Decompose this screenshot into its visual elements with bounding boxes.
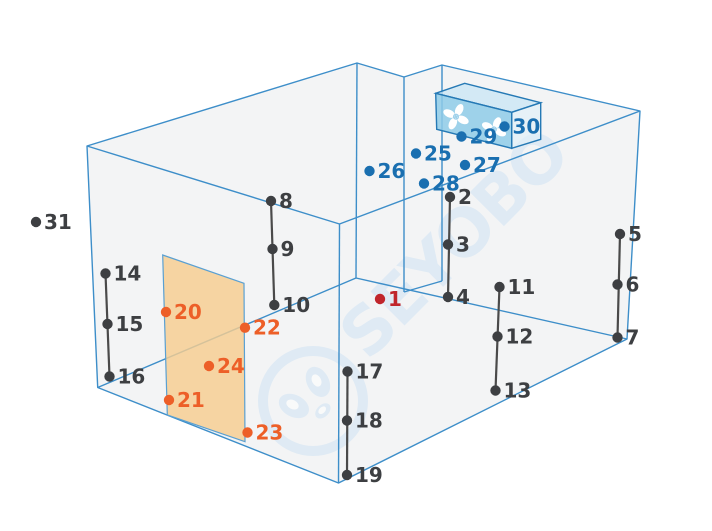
sensor-dot-31	[30, 216, 42, 228]
sensor-label-26: 26	[378, 159, 406, 183]
sensor-label-23: 23	[256, 421, 284, 445]
sensor-dot-17	[342, 366, 353, 377]
sensor-label-28: 28	[432, 172, 460, 196]
sensor-label-15: 15	[116, 312, 144, 336]
ceiling-near-left-edge	[86, 145, 340, 225]
sensor-dot-2	[444, 191, 456, 203]
sensor-label-12: 12	[506, 325, 534, 349]
fan-icon	[443, 104, 469, 130]
sensor-dot-30	[499, 121, 510, 132]
sensor-label-9: 9	[281, 237, 295, 261]
ceiling-near-right-edge	[339, 110, 641, 225]
sensor-dot-24	[203, 360, 215, 372]
room-wireframe	[86, 62, 641, 484]
sensor-dot-4	[442, 291, 454, 303]
sensor-label-10: 10	[282, 293, 310, 317]
sensor-dot-28	[418, 178, 430, 189]
sensor-label-18: 18	[355, 409, 383, 433]
sensor-dot-3	[442, 239, 454, 250]
room-back-corner-edge	[355, 62, 358, 279]
sensor-dot-13	[490, 385, 501, 396]
sensor-label-6: 6	[626, 273, 640, 297]
sensor-label-2: 2	[458, 185, 472, 209]
sensor-dot-27	[459, 159, 471, 171]
sensor-dot-8	[265, 195, 277, 207]
sensor-label-19: 19	[355, 463, 383, 487]
sensor-dot-7	[612, 332, 623, 343]
sensor-dot-23	[242, 427, 253, 438]
sensor-dot-21	[163, 394, 175, 406]
sensor-label-24: 24	[217, 354, 245, 378]
sensor-dot-19	[341, 469, 353, 481]
sensor-label-7: 7	[626, 326, 640, 350]
watermark-logo	[258, 346, 368, 456]
floor-back-right-edge	[355, 277, 628, 340]
sensor-label-4: 4	[456, 285, 470, 309]
sensor-label-29: 29	[470, 125, 498, 149]
fan-icon	[481, 117, 507, 142]
sensor-label-22: 22	[253, 316, 281, 340]
sensor-label-20: 20	[174, 300, 202, 324]
door-panel	[162, 254, 246, 443]
sensor-label-8: 8	[279, 189, 293, 213]
sensor-dot-1	[374, 293, 386, 305]
sensor-label-25: 25	[424, 142, 452, 166]
sensor-dot-29	[456, 131, 467, 142]
sensor-dot-25	[410, 148, 422, 159]
sensor-dot-14	[100, 268, 111, 279]
sensor-label-31: 31	[44, 210, 72, 234]
sensor-dot-16	[104, 371, 115, 382]
sensor-dot-10	[269, 299, 280, 311]
sensor-label-14: 14	[114, 262, 142, 286]
sensor-dot-9	[267, 243, 278, 255]
sensor-dot-6	[612, 279, 623, 290]
sensor-label-27: 27	[473, 153, 501, 177]
sensor-label-5: 5	[628, 222, 642, 246]
sensor-dot-11	[494, 281, 505, 293]
ac-unit	[433, 82, 544, 150]
sensor-label-1: 1	[388, 287, 402, 311]
sensor-dot-22	[239, 322, 251, 333]
sensor-label-11: 11	[508, 275, 536, 299]
sensor-label-3: 3	[456, 233, 470, 257]
sensor-dot-15	[102, 318, 113, 330]
sensor-dot-18	[341, 415, 353, 426]
sensor-label-13: 13	[504, 379, 532, 403]
sensor-dot-26	[364, 165, 375, 177]
sensor-label-21: 21	[177, 388, 205, 412]
sensor-label-16: 16	[118, 365, 146, 389]
sensor-dot-12	[492, 331, 503, 342]
sensor-label-17: 17	[356, 360, 384, 384]
sensor-label-30: 30	[513, 115, 541, 139]
opening-bottom-edge	[403, 280, 443, 293]
sensor-dot-5	[614, 228, 626, 240]
room-near-corner-edge	[337, 223, 341, 484]
sensor-dot-20	[160, 306, 172, 318]
